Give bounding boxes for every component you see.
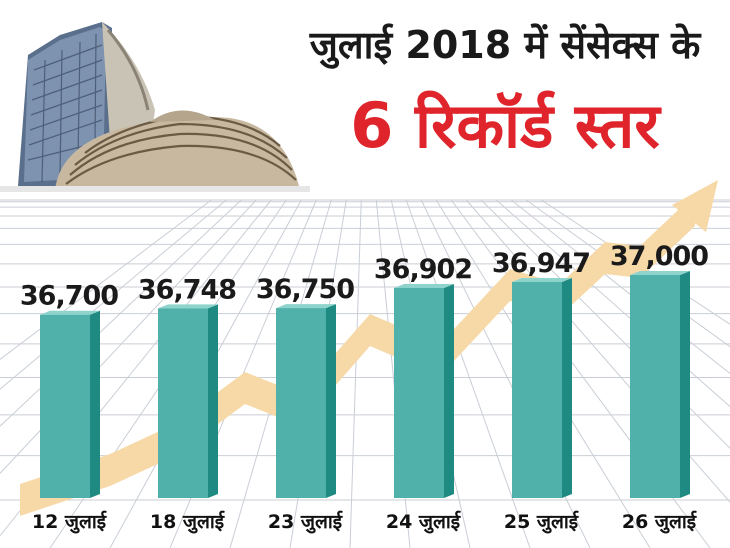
grid-line	[465, 199, 730, 503]
bar-front	[630, 275, 680, 498]
bar-6	[630, 271, 690, 498]
bar-2	[158, 304, 218, 498]
bar-side	[90, 310, 100, 498]
bar-4	[394, 283, 454, 498]
bar-top	[394, 283, 454, 288]
bar-value-label: 36,947	[492, 248, 590, 279]
bar-side	[444, 283, 454, 498]
chart-title-line1: जुलाई 2018 में सेंसेक्स के	[309, 23, 701, 67]
bar-top	[40, 310, 100, 315]
category-label: 24 जुलाई	[386, 510, 461, 534]
grid-line	[405, 199, 531, 548]
grid-line	[0, 199, 227, 390]
stock-exchange-building-image	[0, 22, 310, 192]
bar-value-label: 37,000	[610, 241, 708, 272]
bar-value-label: 36,700	[20, 281, 118, 312]
trend-arrow	[20, 180, 718, 516]
bar-top	[512, 278, 572, 283]
bar-top	[276, 304, 336, 309]
trend-arrow-body	[20, 194, 695, 516]
bar-side	[326, 304, 336, 498]
bar-front	[394, 287, 444, 498]
bar-3	[276, 304, 336, 498]
grid-line	[495, 199, 730, 408]
bar-front	[512, 282, 562, 498]
bar-5	[512, 278, 572, 498]
chart-title-line2: 6 रिकॉर्ड स्तर	[350, 89, 660, 162]
bar-1	[40, 310, 100, 498]
bar-front	[276, 308, 326, 498]
bar-side	[208, 304, 218, 498]
bar-front	[158, 308, 208, 498]
bar-value-label: 36,750	[256, 274, 354, 305]
bar-value-label: 36,902	[374, 254, 472, 285]
bar-side	[562, 278, 572, 498]
bar-top	[630, 271, 690, 275]
bar-front	[40, 314, 90, 498]
bar-top	[158, 304, 218, 309]
bars: 36,700 12 जुलाई 36,748 18 जुलाई 36,750 23 जुल…	[20, 241, 709, 534]
grid-line	[349, 199, 362, 548]
trend-arrow-head	[672, 180, 718, 232]
category-label: 26 जुलाई	[622, 510, 697, 534]
bar-side	[680, 271, 690, 498]
category-label: 12 जुलाई	[32, 510, 107, 534]
bar-value-label: 36,748	[138, 274, 236, 305]
grid-line	[510, 199, 730, 375]
category-label: 18 जुलाई	[150, 510, 225, 534]
grid-line	[0, 199, 212, 361]
category-label: 25 जुलाई	[504, 510, 579, 534]
category-label: 23 जुलाई	[268, 510, 343, 534]
